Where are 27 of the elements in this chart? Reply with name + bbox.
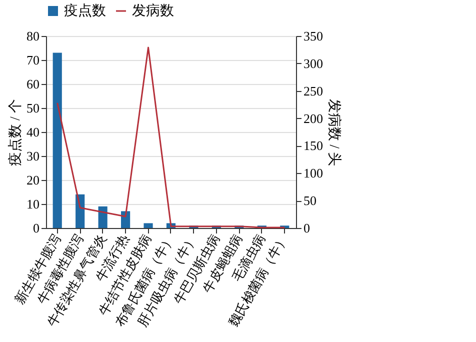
bar	[52, 52, 62, 228]
y2-tick-label: 50	[304, 193, 316, 208]
y2-tick-label: 250	[304, 83, 323, 98]
y-tick-label: 40	[26, 124, 40, 140]
bar	[76, 194, 85, 228]
y2-tick-label: 300	[304, 56, 323, 71]
legend-label: 发病数	[132, 3, 174, 19]
y2-axis-title: 发病数 / 头	[326, 99, 342, 166]
bar	[144, 223, 153, 228]
y-tick-label: 30	[26, 148, 40, 164]
y-tick-label: 50	[26, 100, 40, 116]
y-tick-label: 0	[33, 220, 40, 236]
legend-label: 疫点数	[64, 3, 106, 19]
y2-tick-label: 200	[304, 110, 323, 126]
y2-tick-label: 150	[304, 138, 323, 154]
y-tick-label: 60	[26, 76, 40, 92]
y2-tick-label: 350	[304, 28, 323, 44]
y-tick-label: 70	[26, 52, 40, 68]
y-tick-label: 80	[26, 28, 40, 44]
y-axis-title: 疫点数 / 个	[8, 99, 24, 166]
line-series	[56, 46, 286, 228]
y-tick-label: 20	[26, 172, 40, 188]
bar	[98, 206, 108, 228]
y-tick-label: 10	[26, 196, 40, 212]
bar	[121, 211, 130, 228]
y2-tick-label: 100	[304, 166, 323, 181]
y2-tick-label: 0	[304, 220, 310, 236]
